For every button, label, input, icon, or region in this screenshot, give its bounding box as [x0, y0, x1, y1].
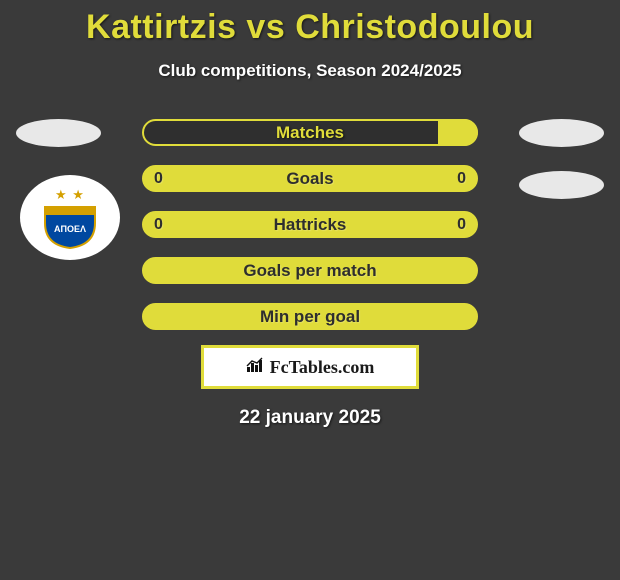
stat-bar-matches: Matches 7	[142, 119, 478, 146]
date-text: 22 january 2025	[0, 407, 620, 429]
stat-left-value: 0	[154, 170, 163, 188]
brand-text: FcTables.com	[270, 357, 375, 378]
club-badge: ★ ★ ΑΠΟΕΛ	[20, 175, 120, 260]
player-slot-right-2	[519, 171, 604, 199]
stat-label: Goals per match	[243, 261, 376, 281]
player-slot-right	[519, 119, 604, 147]
stat-right-value: 0	[457, 216, 466, 234]
stat-left-value: 0	[154, 216, 163, 234]
subtitle: Club competitions, Season 2024/2025	[0, 61, 620, 81]
player-slot-left	[16, 119, 101, 147]
chart-icon	[246, 357, 266, 377]
badge-shield-icon: ΑΠΟΕΛ	[43, 205, 97, 249]
brand-box: FcTables.com	[201, 345, 419, 389]
stat-label: Hattricks	[274, 215, 347, 235]
svg-text:ΑΠΟΕΛ: ΑΠΟΕΛ	[54, 224, 86, 234]
stat-label: Matches	[276, 123, 344, 143]
stat-bar-mpg: Min per goal	[142, 303, 478, 330]
stat-bar-goals: 0 Goals 0	[142, 165, 478, 192]
stat-label: Min per goal	[260, 307, 360, 327]
stat-label: Goals	[286, 169, 333, 189]
stat-bars: Matches 7 0 Goals 0 0 Hattricks 0 Goals …	[142, 119, 478, 330]
stat-right-value: 0	[457, 170, 466, 188]
page-title: Kattirtzis vs Christodoulou	[0, 0, 620, 47]
stat-bar-gpm: Goals per match	[142, 257, 478, 284]
comparison-panel: ★ ★ ΑΠΟΕΛ Matches 7 0 Goals 0 0 Hattrick…	[0, 119, 620, 429]
stat-bar-hattricks: 0 Hattricks 0	[142, 211, 478, 238]
badge-stars-icon: ★ ★	[55, 187, 85, 203]
stat-right-value: 7	[457, 124, 466, 142]
